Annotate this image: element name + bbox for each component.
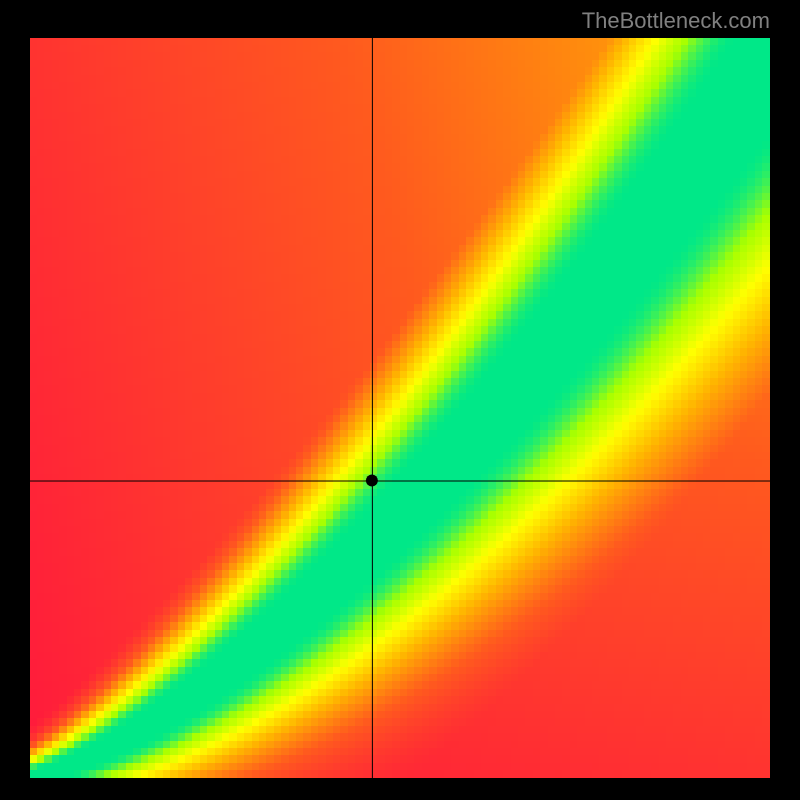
- heatmap-canvas: [30, 38, 770, 778]
- watermark-text: TheBottleneck.com: [582, 8, 770, 34]
- bottleneck-heatmap: [30, 38, 770, 778]
